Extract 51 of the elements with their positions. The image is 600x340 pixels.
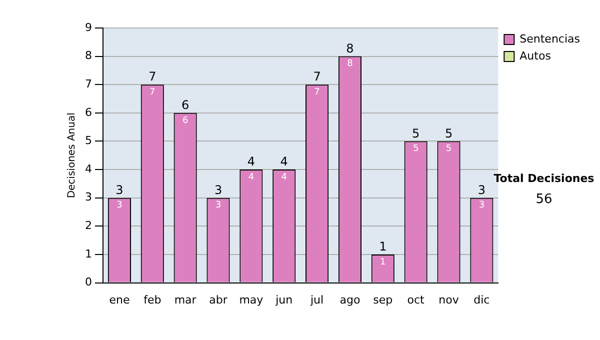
annotation: Total Decisiones xyxy=(492,172,596,185)
y-tick-label: 3 xyxy=(85,190,92,204)
x-tick-label: ene xyxy=(109,293,130,306)
text: 56 xyxy=(534,192,554,207)
total-label: 8 xyxy=(346,41,354,56)
data-label: 7 xyxy=(314,87,320,98)
total-label: 5 xyxy=(444,126,453,140)
x-tick-label: dic xyxy=(474,293,490,306)
y-tick-label: 7 xyxy=(85,77,92,90)
total-label: 1 xyxy=(379,240,387,254)
y-tick-label: 1 xyxy=(85,247,92,260)
data-label: 7 xyxy=(150,87,156,98)
y-tick-label: 4 xyxy=(85,162,92,176)
data-label: 1 xyxy=(380,257,386,268)
total-label: 5 xyxy=(412,126,420,140)
data-label: 5 xyxy=(412,144,419,154)
total-label: 7 xyxy=(313,70,321,84)
x-tick-label: jul xyxy=(309,293,324,306)
y-axis-title: Decisiones Anual xyxy=(66,112,78,198)
x-tick-label: feb xyxy=(144,293,162,306)
total-label: 3 xyxy=(116,182,124,197)
x-tick-label: jun xyxy=(274,293,293,306)
y-tick-label: 8 xyxy=(85,49,92,62)
total-label: 4 xyxy=(280,154,288,169)
x-tick-label: mar xyxy=(174,293,197,306)
data-label: 5 xyxy=(446,144,452,154)
y-tick-label: 2 xyxy=(85,219,92,232)
x-tick-label: oct xyxy=(407,293,426,306)
total-label: 7 xyxy=(148,70,156,84)
y-tick-label: 9 xyxy=(85,20,92,34)
total-label: 6 xyxy=(182,98,190,112)
x-tick-label: ago xyxy=(340,293,360,306)
x-tick-label: nov xyxy=(438,293,460,306)
total-label: 3 xyxy=(214,182,222,197)
y-tick-label: 0 xyxy=(85,276,92,289)
data-label: 3 xyxy=(116,200,122,211)
data-label: 6 xyxy=(182,116,188,126)
legend-label: Autos xyxy=(520,49,552,62)
x-tick-label: may xyxy=(239,293,264,306)
total-label: 3 xyxy=(478,182,486,197)
data-label: 8 xyxy=(347,59,354,70)
y-tick-label: 5 xyxy=(85,134,92,148)
data-label: 3 xyxy=(478,200,485,211)
data-label: 3 xyxy=(215,200,222,211)
x-tick-label: abr xyxy=(209,293,228,306)
x-tick-label: sep xyxy=(373,293,393,306)
total-label: 4 xyxy=(247,154,255,169)
y-tick-label: 6 xyxy=(85,106,92,119)
data-label: 4 xyxy=(281,172,288,182)
data-label: 4 xyxy=(248,172,254,182)
legend-label: Sentencias xyxy=(520,32,580,46)
